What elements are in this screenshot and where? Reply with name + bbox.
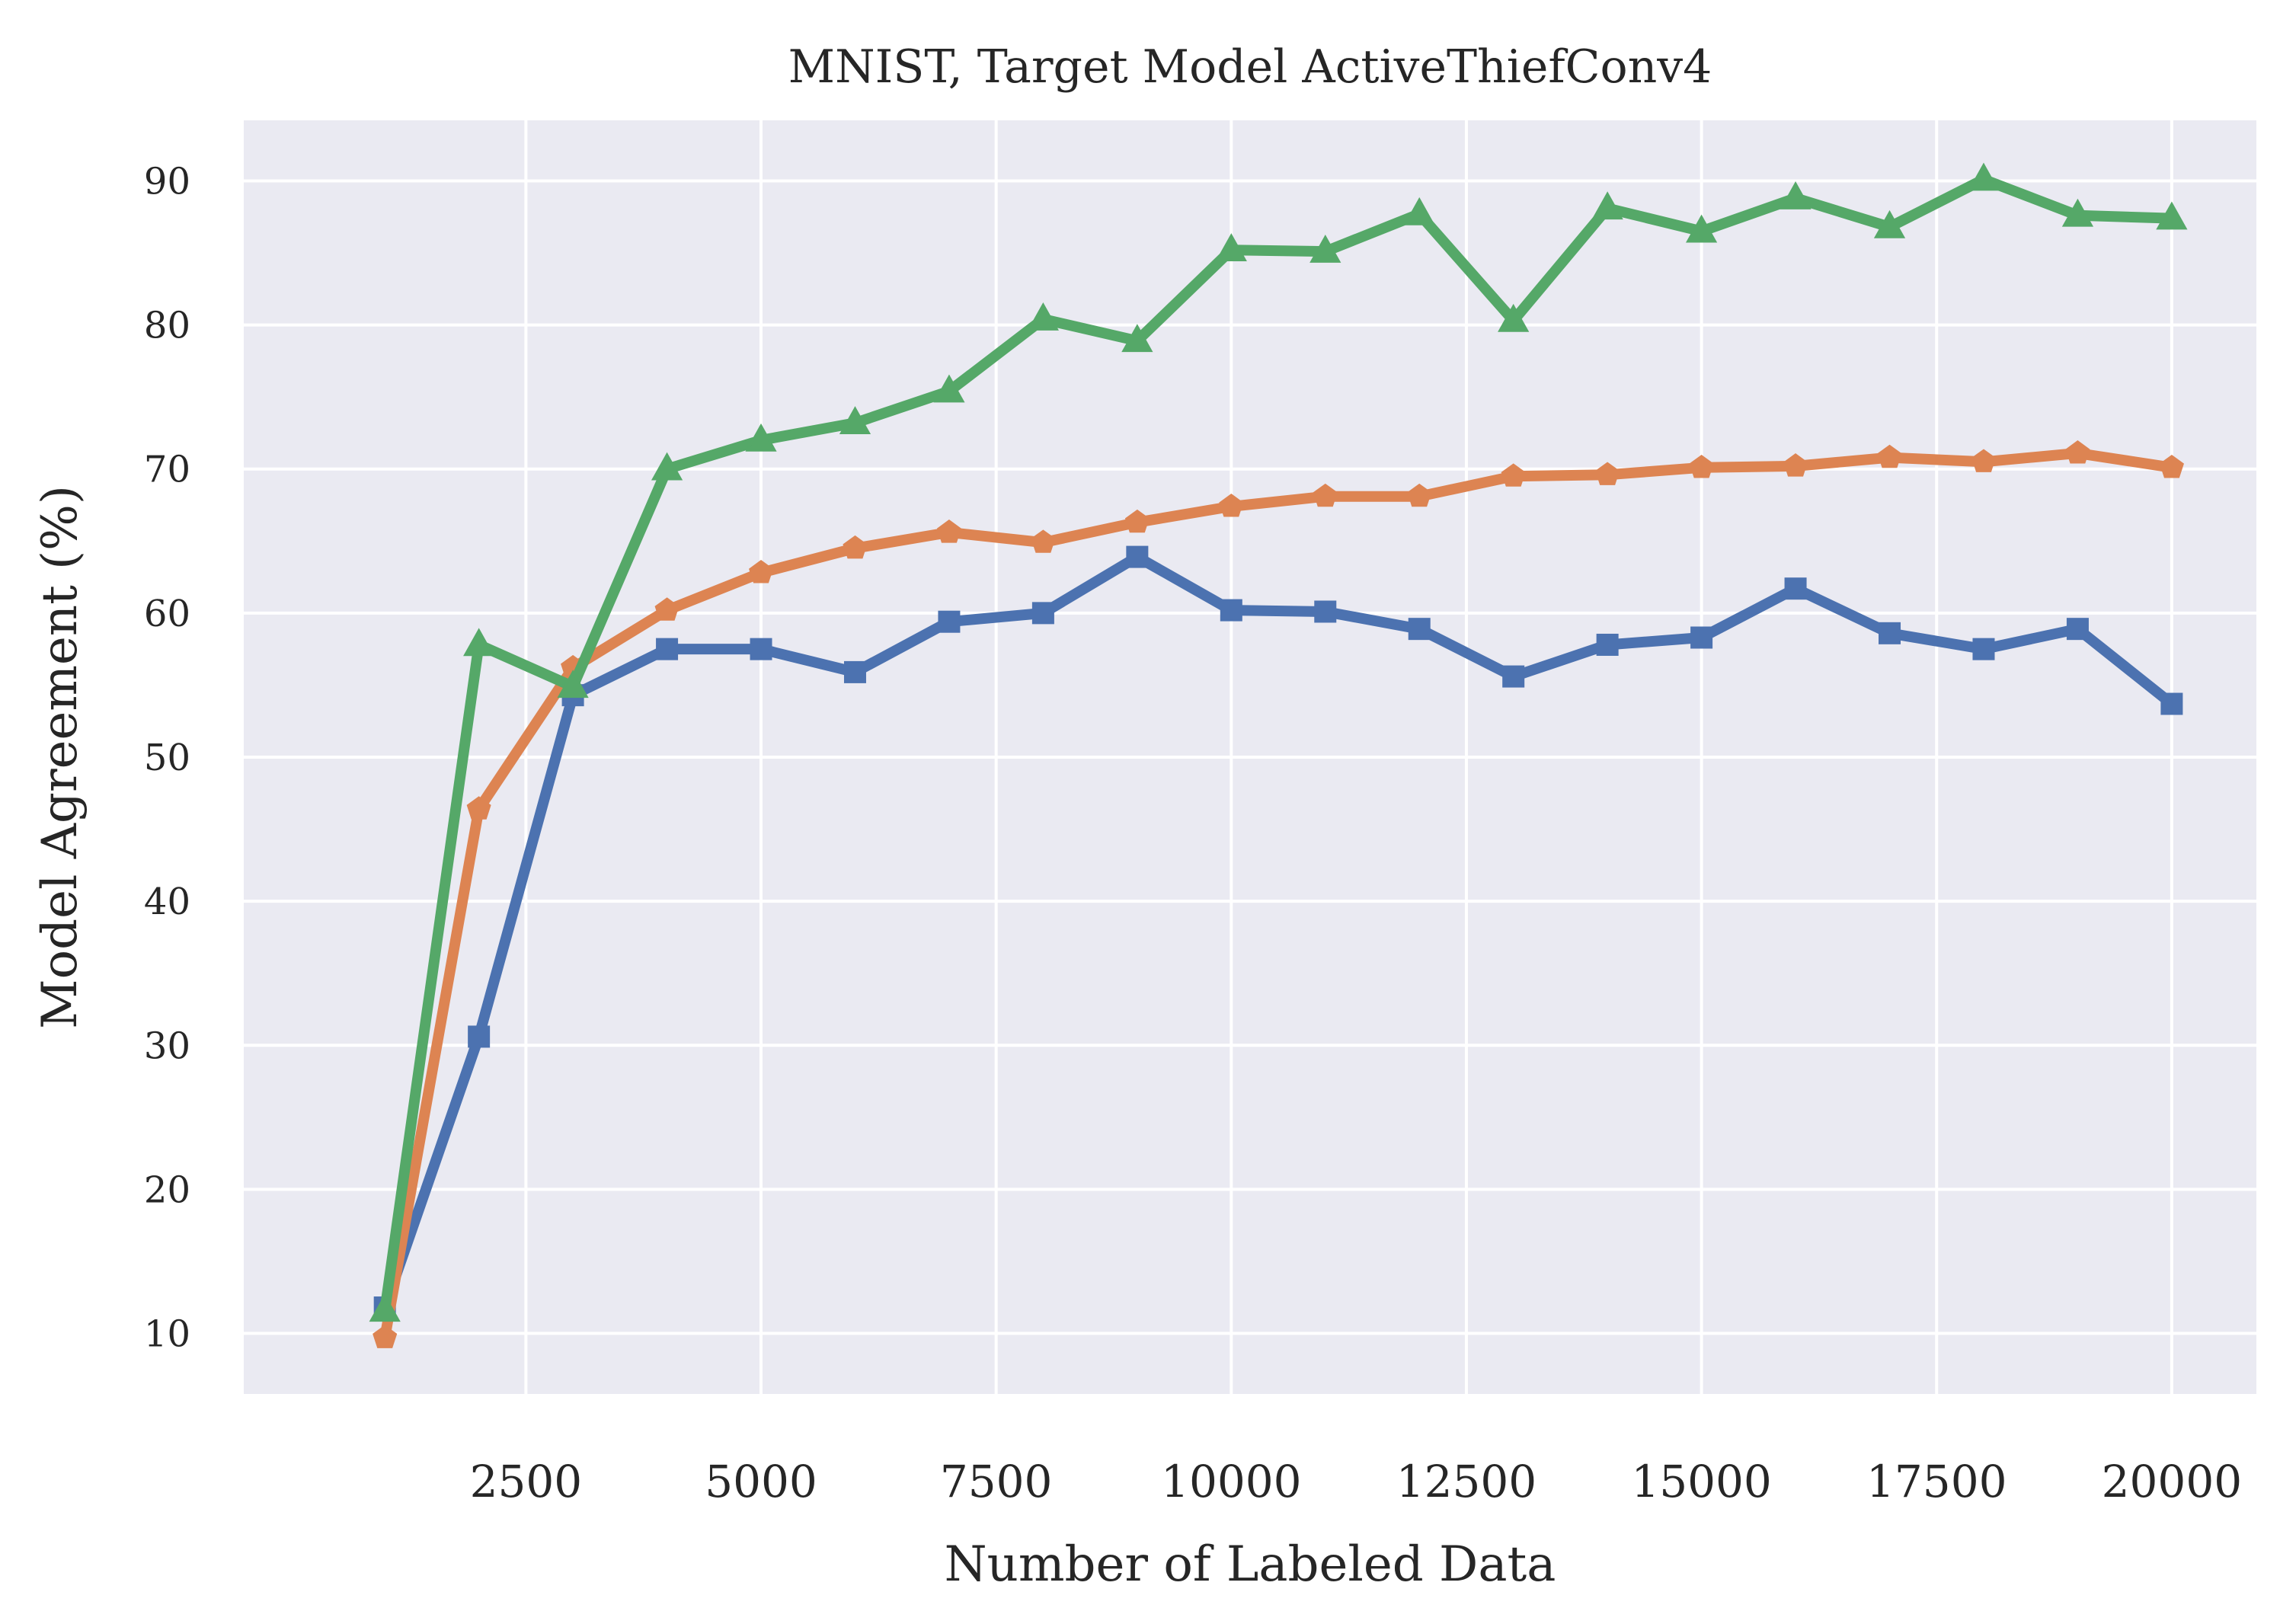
y-tick-label: 50 [144,737,190,779]
data-point [1309,235,1341,263]
y-tick-label: 10 [144,1313,190,1356]
x-tick-label: 12500 [1396,1456,1537,1507]
data-point [1314,600,1337,623]
data-point [1877,444,1902,468]
data-point [1031,602,1054,625]
data-point [1313,483,1338,507]
chart-title: MNIST, Target Model ActiveThiefConv4 [788,40,1712,94]
data-point [1873,209,1906,238]
data-point [749,560,774,583]
data-point [1121,324,1153,353]
data-point [373,1325,398,1348]
data-point [2160,692,2183,715]
data-point [656,638,679,660]
data-point [1685,214,1718,243]
data-point [1027,302,1059,331]
data-point [843,535,868,559]
data-point [557,670,589,699]
data-point [2156,201,2188,230]
data-point [1220,599,1242,622]
x-tick-label: 7500 [940,1456,1053,1507]
y-tick-label: 70 [144,449,190,491]
y-tick-label: 60 [144,593,190,635]
data-point [1879,622,1901,644]
data-point [1403,197,1435,225]
data-point [1689,454,1714,478]
x-tick-label: 15000 [1631,1456,1772,1507]
data-point [2065,440,2090,464]
data-point [1498,303,1530,332]
data-point [839,406,871,434]
data-point [654,597,680,621]
x-axis-label: Number of Labeled Data [945,1536,1556,1593]
x-tick-label: 5000 [705,1456,817,1507]
grid [244,120,2256,1394]
y-tick-label: 30 [144,1025,190,1067]
y-tick-label: 90 [144,160,190,203]
data-point [1595,462,1620,485]
data-point [468,1025,491,1048]
data-point [936,519,961,543]
data-point [2061,198,2094,227]
data-point [1971,449,1996,472]
series-line [379,447,2177,1344]
data-point [1407,483,1432,507]
data-point [1690,626,1713,649]
x-tick-label: 2500 [470,1456,583,1507]
data-point [1783,453,1808,477]
data-point [938,610,961,633]
data-point [369,1293,401,1322]
data-point [1780,181,1812,209]
data-point [1972,638,1995,660]
data-point [466,796,491,820]
y-tick-label: 20 [144,1168,190,1211]
series-layer [369,162,2188,1348]
data-point [651,452,683,481]
series-1 [373,545,2183,1319]
data-point [2159,454,2184,478]
series-line [379,551,2177,1313]
data-point [1502,665,1525,688]
y-tick-label: 40 [144,881,190,923]
series-line [379,174,2177,1316]
data-point [1215,233,1247,262]
data-point [1124,509,1150,533]
data-point [463,628,495,657]
data-point [1596,633,1619,656]
tick-labels: 2500 5000 7500 10000 12500 15000 17500 20000 10 2… [144,160,2242,1507]
data-point [2066,618,2089,641]
x-tick-label: 17500 [1866,1456,2007,1507]
data-point [1501,463,1526,487]
data-point [750,638,772,660]
series-3 [369,162,2188,1322]
data-point [933,374,965,403]
data-point [1591,191,1623,220]
y-axis-label: Model Agreement (%) [32,485,88,1029]
data-point [1219,494,1244,517]
data-point [1408,618,1431,641]
x-tick-label: 10000 [1161,1456,1302,1507]
x-tick-label: 20000 [2102,1456,2243,1507]
data-point [1031,529,1056,553]
y-tick-label: 80 [144,305,190,347]
data-point [1784,577,1807,600]
data-point [1126,545,1149,568]
data-point [745,423,777,452]
data-point [1968,162,2000,191]
data-point [843,660,866,683]
